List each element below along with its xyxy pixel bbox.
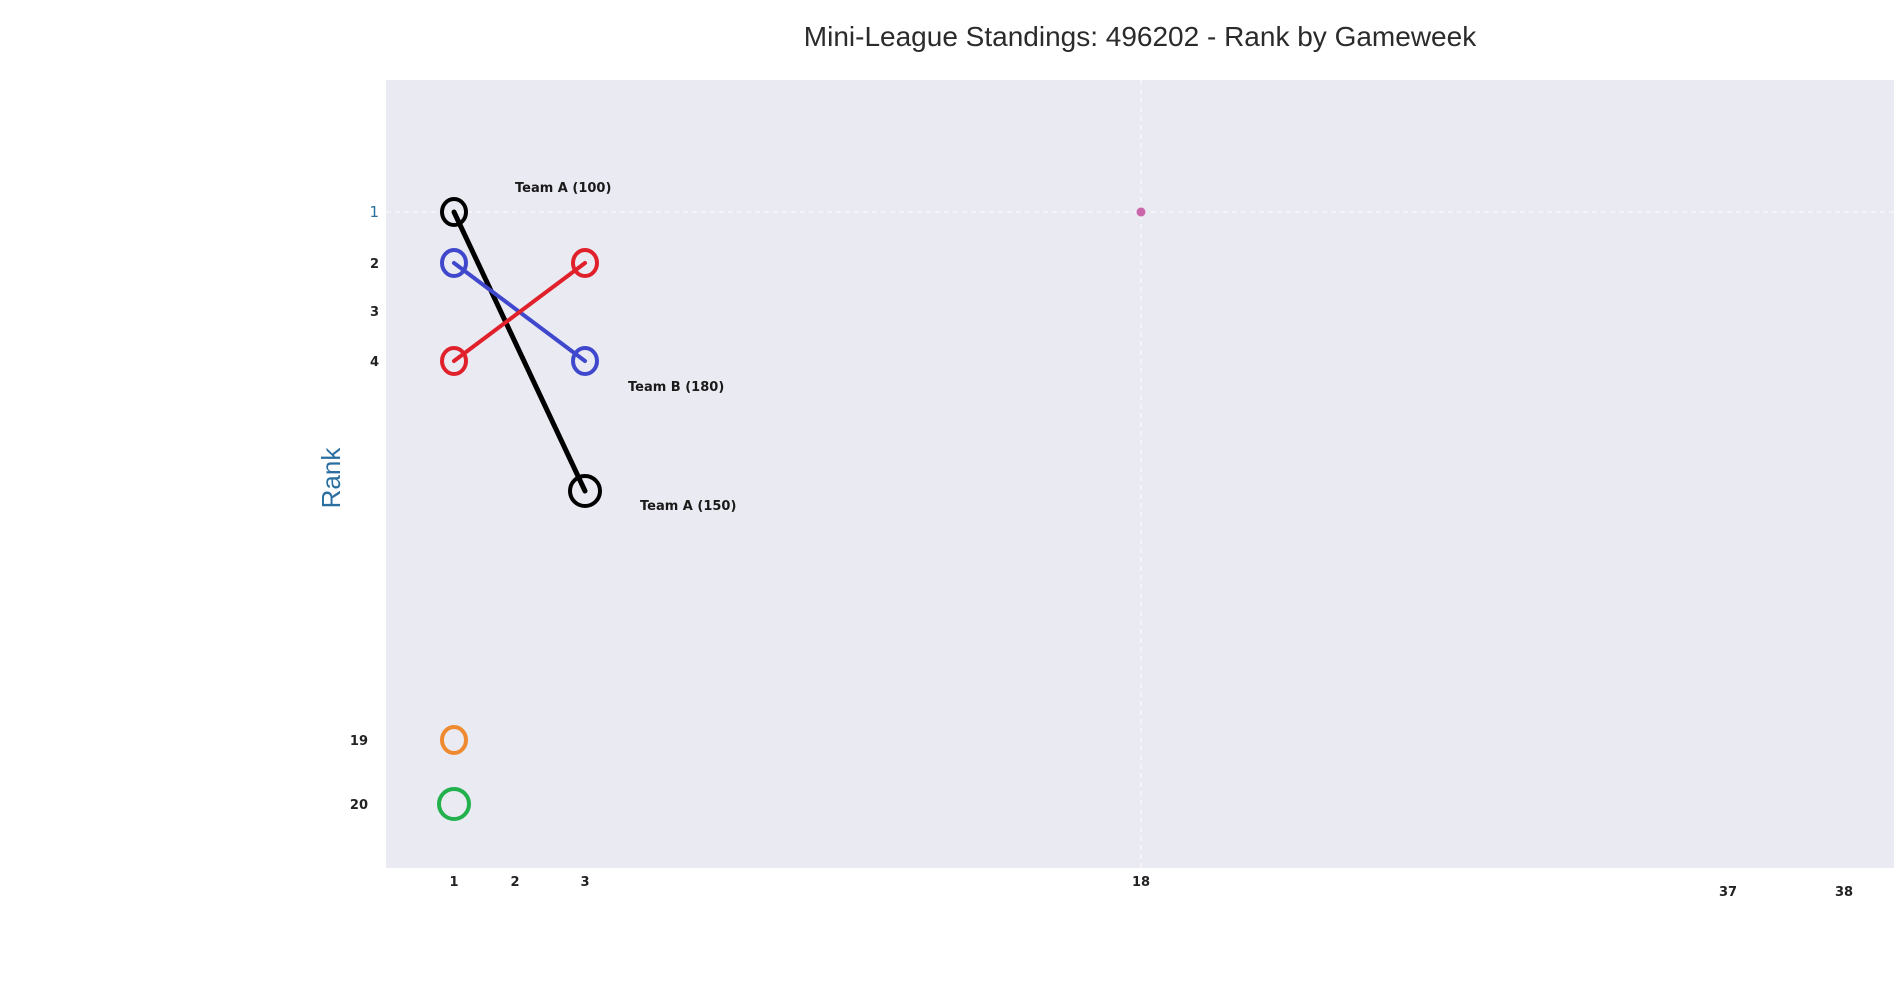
- series-layer: [437, 197, 1146, 821]
- chart-title: Mini-League Standings: 496202 - Rank by …: [804, 21, 1477, 52]
- x-tick-label: 38: [1835, 885, 1853, 900]
- y-axis-label: Rank: [316, 447, 346, 509]
- data-point-black: [568, 474, 602, 508]
- annotation-label: Team A (150): [640, 499, 736, 514]
- series-line-red: [452, 261, 587, 363]
- data-point-blue: [571, 346, 599, 376]
- x-tick-label: 3: [580, 875, 589, 890]
- x-axis-ticks: 1 2 3 18 37 38: [449, 875, 1853, 900]
- y-tick-label: 4: [370, 355, 379, 370]
- y-axis-ticks: 1 2 3 4 19 20: [350, 203, 379, 813]
- data-point-blue: [440, 248, 468, 278]
- annotations: Team A (100) Team B (180) Team A (150): [515, 181, 736, 514]
- y-tick-label: 3: [370, 305, 379, 320]
- data-point-green: [437, 787, 471, 821]
- data-point-red: [571, 248, 599, 278]
- data-point-pink: [1136, 207, 1146, 217]
- data-point-red: [440, 346, 468, 376]
- annotation-label: Team B (180): [628, 380, 724, 395]
- y-tick-label: 1: [369, 203, 379, 221]
- x-tick-label: 37: [1719, 885, 1737, 900]
- x-tick-label: 2: [510, 875, 519, 890]
- data-point-black: [440, 197, 468, 227]
- y-tick-label: 2: [370, 257, 379, 272]
- data-point-orange: [440, 725, 468, 755]
- plot-area: [386, 80, 1894, 868]
- y-tick-label: 19: [350, 734, 368, 749]
- y-tick-label: 20: [350, 798, 368, 813]
- annotation-label: Team A (100): [515, 181, 611, 196]
- x-tick-label: 1: [449, 875, 458, 890]
- series-line-black: [451, 209, 588, 494]
- x-tick-label: 18: [1132, 875, 1150, 890]
